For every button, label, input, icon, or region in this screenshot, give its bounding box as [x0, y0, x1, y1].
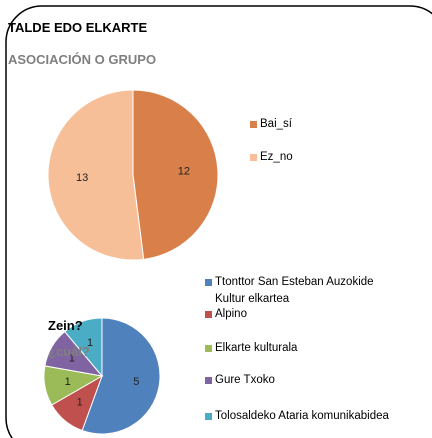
- legend-label: Ttonttor San Esteban Auzokide Kultur elk…: [215, 276, 374, 305]
- chart-subtitle: ¿cuál?: [48, 344, 90, 359]
- legend-swatch: [250, 154, 257, 161]
- legend-item: Ez_no: [250, 149, 432, 166]
- pie-slice: [81, 317, 161, 435]
- legend-item: Elkarte kulturala: [205, 340, 400, 357]
- legend-item: Gure Txoko: [205, 372, 400, 389]
- legend-swatch: [205, 413, 212, 420]
- legend-label: Bai_sí: [260, 118, 292, 130]
- frame: [5, 5, 432, 438]
- legend-label: Alpino: [215, 308, 247, 320]
- data-label: 1: [87, 337, 93, 349]
- chart-subtitle: ASOCIACIÓN O GRUPO: [8, 52, 157, 67]
- legend-item: Tolosaldeko Ataria komunikabidea: [205, 408, 400, 425]
- legend-label: Tolosaldeko Ataria komunikabidea: [215, 410, 389, 422]
- legend-label: Ez_no: [260, 151, 293, 163]
- legend-swatch: [205, 345, 212, 352]
- legend-swatch: [205, 377, 212, 384]
- legend-item: Ttonttor San Esteban Auzokide Kultur elk…: [205, 274, 400, 308]
- data-label: 1: [65, 376, 71, 388]
- legend-label: Gure Txoko: [215, 374, 275, 386]
- data-label: 1: [77, 397, 83, 409]
- chart-title: Zein?: [48, 318, 83, 333]
- legend-label: Elkarte kulturala: [215, 342, 298, 354]
- legend-swatch: [205, 311, 212, 318]
- legend-item: Bai_sí: [250, 116, 432, 133]
- data-label: 1: [69, 353, 75, 365]
- data-label: 5: [133, 376, 139, 388]
- pie-slice: [64, 317, 103, 378]
- legend-swatch: [205, 279, 212, 286]
- pie-slice: [132, 89, 219, 260]
- chart-title: TALDE EDO ELKARTE: [8, 20, 148, 35]
- legend-swatch: [250, 121, 257, 128]
- legend-item: Alpino: [205, 306, 400, 323]
- pie-slice: [47, 89, 145, 261]
- data-label: 12: [178, 166, 190, 178]
- data-label: 13: [76, 172, 88, 184]
